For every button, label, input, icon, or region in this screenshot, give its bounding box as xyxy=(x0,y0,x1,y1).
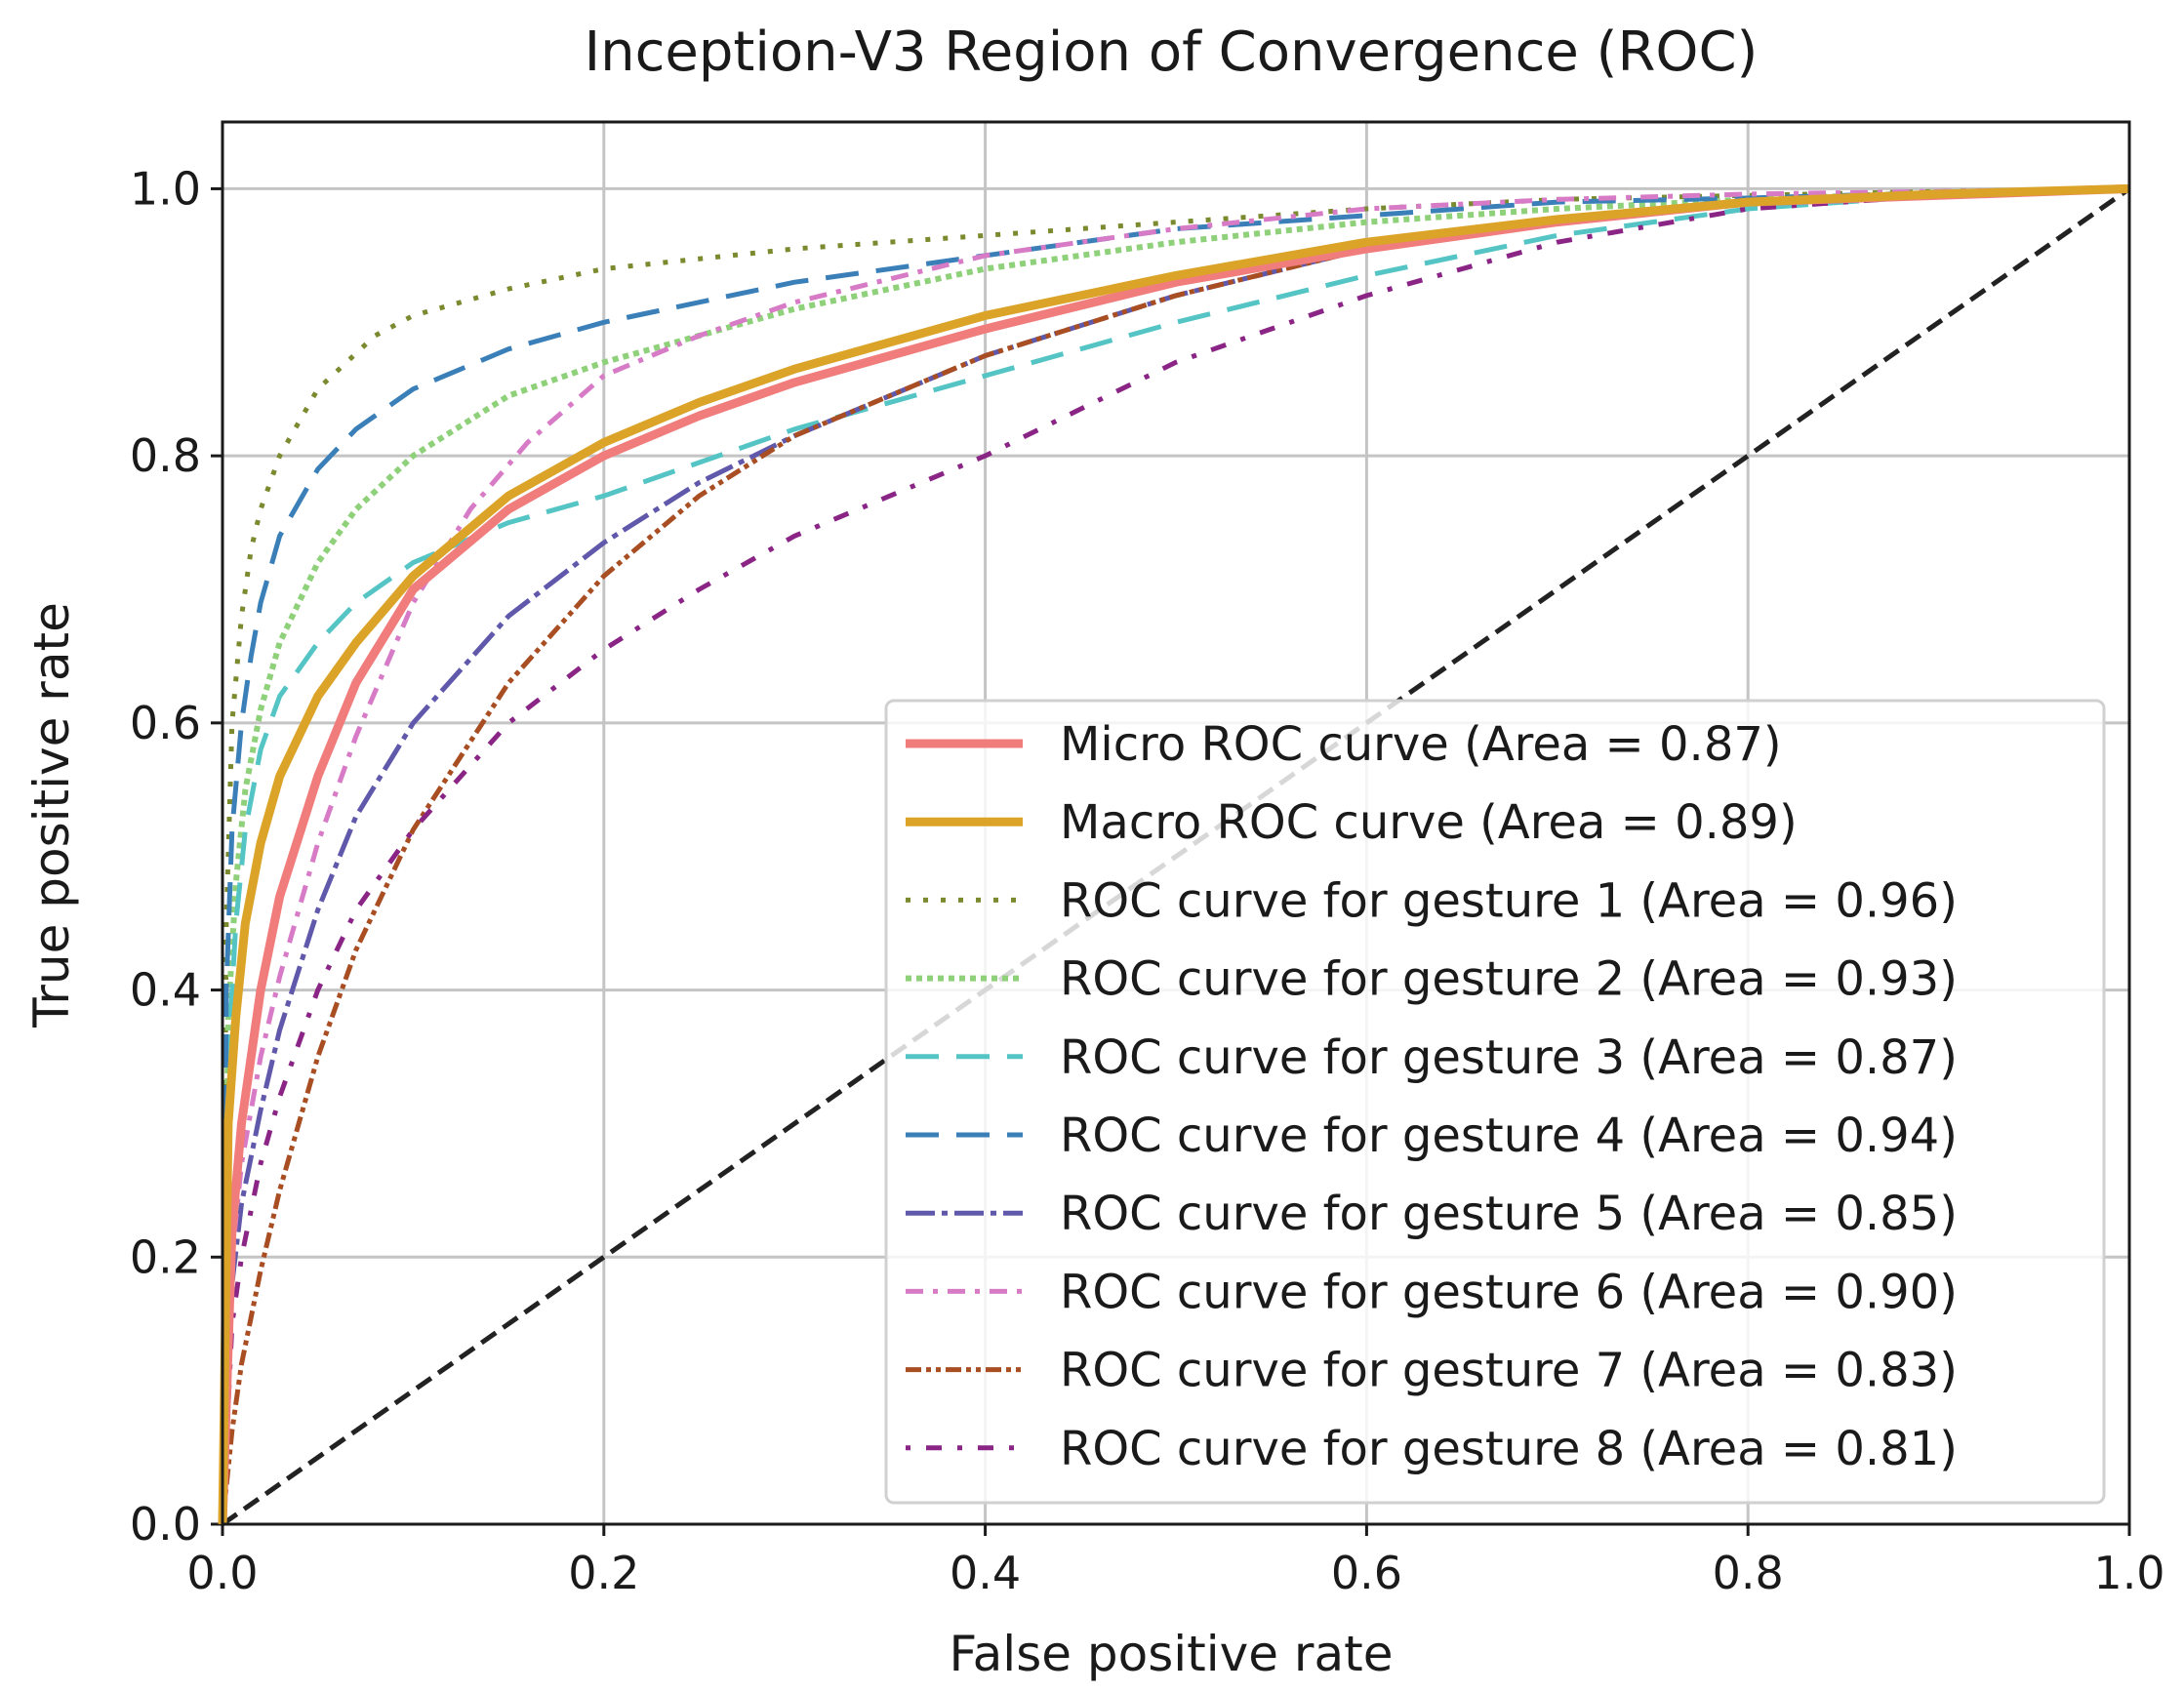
legend-label-6: ROC curve for gesture 4 (Area = 0.94) xyxy=(1060,1109,1958,1163)
series-line-2 xyxy=(218,183,2130,1525)
series-line-6 xyxy=(220,185,2130,1525)
y-tick-label: 0.6 xyxy=(130,697,201,749)
y-axis-label: True positive rate xyxy=(23,602,80,1028)
series-line-5 xyxy=(220,185,2130,1525)
chart-title: Inception-V3 Region of Convergence (ROC) xyxy=(585,20,1759,84)
legend-box xyxy=(884,699,2106,1505)
legend-label-7: ROC curve for gesture 5 (Area = 0.85) xyxy=(1060,1187,1958,1241)
x-tick-label: 1.0 xyxy=(2093,1547,2164,1599)
y-tick-label: 0.2 xyxy=(130,1230,201,1283)
x-tick-label: 0.6 xyxy=(1331,1547,1402,1599)
legend-label-2: Macro ROC curve (Area = 0.89) xyxy=(1060,795,1798,850)
legend-label-9: ROC curve for gesture 7 (Area = 0.83) xyxy=(1060,1344,1958,1398)
y-tick-label: 1.0 xyxy=(130,162,201,215)
x-tick-label: 0.2 xyxy=(568,1547,639,1599)
x-axis-label: False positive rate xyxy=(950,1626,1394,1682)
legend-label-8: ROC curve for gesture 6 (Area = 0.90) xyxy=(1060,1265,1958,1319)
y-tick-label: 0.8 xyxy=(130,429,201,482)
series-line-4 xyxy=(220,185,2130,1525)
legend-label-3: ROC curve for gesture 1 (Area = 0.96) xyxy=(1060,873,1958,928)
x-tick-label: 0.8 xyxy=(1713,1547,1784,1599)
x-tick-label: 0.4 xyxy=(950,1547,1021,1599)
axes: 0.0 0.2 0.4 0.6 0.8 1.0 0.0 0.2 0.4 0.6 0.8 1.0 xyxy=(130,162,2165,1599)
series-line-9 xyxy=(220,185,2130,1525)
y-tick-label: 0.4 xyxy=(130,964,201,1017)
legend-label-1: Micro ROC curve (Area = 0.87) xyxy=(1060,717,1782,772)
y-tick-label: 0.0 xyxy=(130,1498,201,1551)
series-line-10 xyxy=(220,185,2130,1525)
legend: Micro ROC curve (Area = 0.87) Macro ROC c… xyxy=(884,699,2106,1505)
plot-frame xyxy=(221,120,2131,1526)
x-tick-label: 0.0 xyxy=(186,1547,258,1599)
legend-label-4: ROC curve for gesture 2 (Area = 0.93) xyxy=(1060,952,1958,1007)
legend-label-5: ROC curve for gesture 3 (Area = 0.87) xyxy=(1060,1030,1958,1085)
series-line-8 xyxy=(220,185,2130,1525)
legend-label-10: ROC curve for gesture 8 (Area = 0.81) xyxy=(1060,1422,1958,1476)
